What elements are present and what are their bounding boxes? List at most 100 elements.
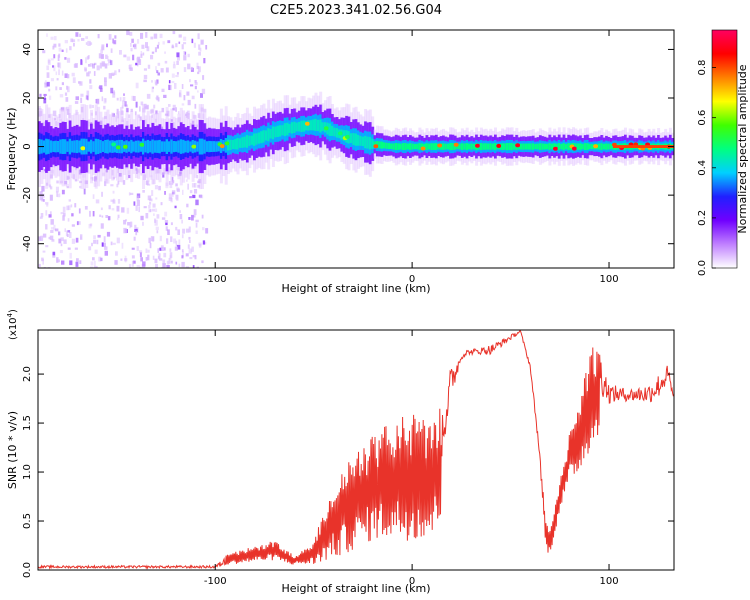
heatmap-cell [58,231,61,236]
heatmap-cell [187,63,191,70]
heatmap-cell [88,246,92,251]
heatmap-cell [420,143,424,150]
heatmap-cell [135,205,138,211]
heatmap-cell [354,133,358,146]
heatmap-cell [194,85,197,90]
heatmap-cell [541,143,545,150]
heatmap-cell [118,69,121,73]
heatmap-cell [115,145,121,150]
heatmap-cell [162,172,165,178]
heatmap-cell [104,98,107,103]
heatmap-cell [413,143,417,150]
heatmap-cell [131,38,134,43]
heatmap-cell [137,39,140,44]
heatmap-cell [163,252,167,258]
heatmap-cell [105,215,109,218]
heatmap-cell [406,143,410,150]
heatmap-cell [219,144,225,149]
heatmap-cell [189,190,193,194]
heatmap-cell [200,39,204,45]
heatmap-cell [133,43,137,50]
heatmap-cell [54,118,56,121]
heatmap-cell [201,88,206,95]
heatmap-cell [512,143,516,150]
heatmap-cell [316,119,320,132]
heatmap-cell [126,30,130,36]
heatmap-cell [133,236,136,241]
heatmap-cell [58,43,61,47]
heatmap-cell [581,144,585,150]
heatmap-cell [203,108,207,113]
heatmap-cell [47,139,51,154]
heatmap-cell [560,143,564,150]
heatmap-cell [79,33,81,37]
heatmap-cell [183,51,186,55]
heatmap-cell [178,34,182,38]
heatmap-cell [271,126,275,140]
heatmap-cell [508,143,512,151]
heatmap-cell [115,251,118,256]
heatmap-cell [145,213,149,219]
heatmap-cell [120,139,124,154]
heatmap-cell [160,245,164,249]
heatmap-cell [184,140,188,153]
heatmap-cell [113,39,117,45]
heatmap-cell [122,180,126,185]
heatmap-cell [190,66,193,71]
heatmap-cell [139,116,142,121]
heatmap-cell [375,141,379,149]
heatmap-cell [264,130,268,141]
heatmap-cell [151,139,155,154]
heatmap-xlabel: Height of straight line (km) [281,282,430,295]
heatmap-cell [99,85,103,90]
heatmap-cell [321,122,325,132]
heatmap-cell [175,75,179,78]
heatmap-cell [89,210,91,217]
heatmap-cell [463,143,467,150]
heatmap-cell [111,208,115,211]
heatmap-cell [182,228,185,234]
heatmap-cell [238,138,242,148]
x-tick-label: 0 [409,274,415,285]
heatmap-cell [156,214,160,219]
heatmap-cell [501,143,505,150]
heatmap-cell [188,217,191,220]
heatmap-cell [166,110,170,117]
heatmap-cell [164,191,166,195]
heatmap-cell [198,51,201,56]
heatmap-cell [170,222,173,226]
heatmap-cell [47,58,50,64]
heatmap-cell [145,32,148,38]
colorbar-ticks: 0.0 0.2 0.4 0.6 0.8 [697,60,716,276]
heatmap-cell [98,53,102,59]
heatmap-cell [529,143,533,150]
heatmap-cell [182,139,186,154]
heatmap-cell [117,114,119,119]
heatmap-cell [71,72,75,77]
heatmap-cell [43,93,47,96]
heatmap-cell [39,216,43,219]
heatmap-cell [101,215,104,218]
heatmap-cell [179,90,182,95]
heatmap-cell [50,36,54,40]
heatmap-cell [172,180,175,184]
heatmap-cell [122,97,126,102]
heatmap-cell [119,50,122,55]
heatmap-cell [179,92,181,97]
heatmap-cell [52,110,57,117]
heatmap-cell [77,221,81,225]
snr-ylabel: SNR (10 * v/v) [6,411,19,489]
heatmap-cell [197,180,200,184]
heatmap-cell [116,237,120,244]
heatmap-cell [171,177,174,183]
heatmap-cell [145,119,147,124]
heatmap-cell [142,174,147,180]
heatmap-cell [44,95,46,98]
heatmap-cell [154,185,158,190]
heatmap-cell [73,64,77,68]
heatmap-cell [170,236,173,242]
heatmap-cell [304,121,310,126]
heatmap-cell [72,174,75,180]
heatmap-cell [64,181,68,185]
heatmap-cell [510,143,514,151]
